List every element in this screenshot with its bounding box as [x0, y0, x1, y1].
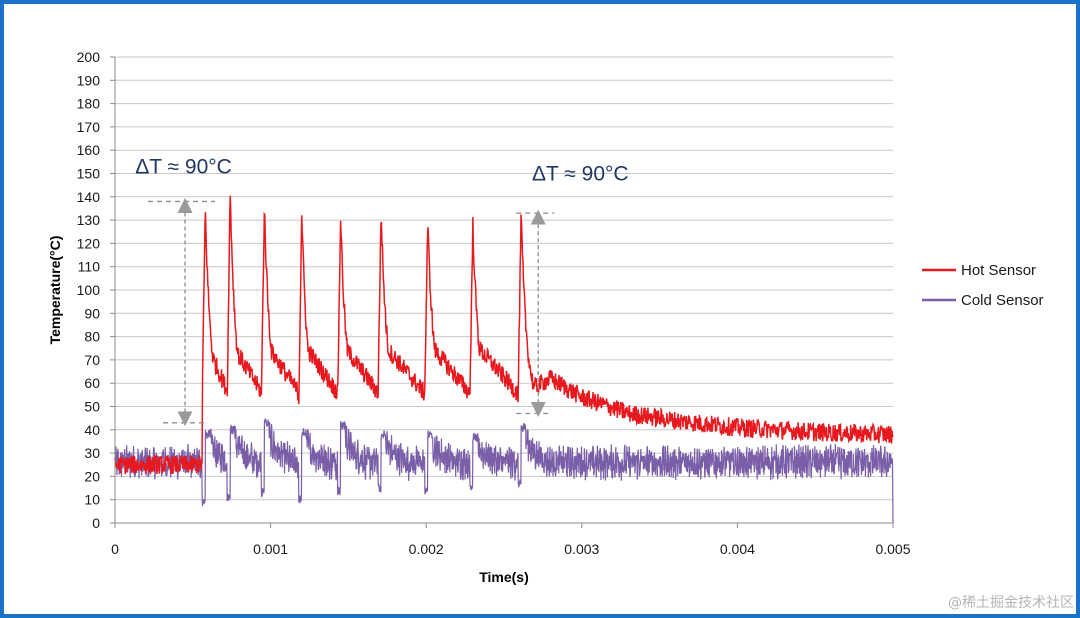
- legend-cold-label: Cold Sensor: [961, 292, 1044, 309]
- y-tick-label: 0: [92, 515, 100, 531]
- y-tick-label: 80: [84, 329, 100, 345]
- y-tick-label: 180: [77, 96, 101, 112]
- legend-hot-label: Hot Sensor: [961, 262, 1036, 279]
- y-tick-label: 110: [78, 259, 101, 275]
- axes: [114, 57, 893, 524]
- y-tick-label: 20: [84, 468, 100, 484]
- y-tick-label: 190: [77, 72, 101, 88]
- y-tick-label: 140: [77, 189, 101, 205]
- x-tick-label: 0.005: [875, 541, 910, 557]
- y-tick-label: 60: [84, 375, 100, 391]
- delta-label: ΔT ≈ 90°C: [532, 162, 629, 185]
- x-tick-label: 0.001: [253, 541, 288, 557]
- y-tick-label: 90: [84, 305, 100, 321]
- y-tick-label: 170: [77, 119, 101, 135]
- hot-sensor-line: [114, 195, 894, 475]
- y-axis-title: Temperature(°C): [47, 236, 63, 345]
- y-tick-label: 40: [84, 422, 100, 438]
- y-tick-label: 10: [84, 492, 100, 508]
- x-tick-label: 0.002: [409, 541, 444, 557]
- y-tick-label: 120: [77, 235, 101, 251]
- x-tick-label: 0.003: [564, 541, 599, 557]
- x-tick-label: 0.004: [720, 541, 755, 557]
- y-tick-labels: 0 10 20 30 40 50 60 70 80 90 100 110 120 130 140 150 160…: [77, 49, 115, 531]
- watermark: @稀土掘金技术社区: [948, 595, 1074, 611]
- y-tick-label: 50: [84, 399, 100, 415]
- y-tick-label: 150: [77, 166, 101, 182]
- x-tick-labels: 0 0.001 0.002 0.003 0.004 0.005: [111, 523, 911, 557]
- y-tick-label: 100: [77, 282, 101, 298]
- y-tick-label: 70: [84, 352, 100, 368]
- y-tick-label: 160: [77, 142, 101, 158]
- y-tick-label: 30: [84, 445, 100, 461]
- legend: Hot Sensor Cold Sensor: [922, 262, 1044, 309]
- cold-sensor-line: [114, 418, 894, 524]
- series-group: [114, 195, 894, 524]
- x-tick-label: 0: [111, 541, 119, 557]
- delta-label: ΔT ≈ 90°C: [135, 156, 232, 179]
- y-tick-label: 200: [77, 49, 101, 65]
- annotations: ΔT ≈ 90°C ΔT ≈ 90°C: [135, 156, 629, 427]
- x-axis-title: Time(s): [479, 569, 529, 585]
- y-tick-label: 130: [77, 212, 101, 228]
